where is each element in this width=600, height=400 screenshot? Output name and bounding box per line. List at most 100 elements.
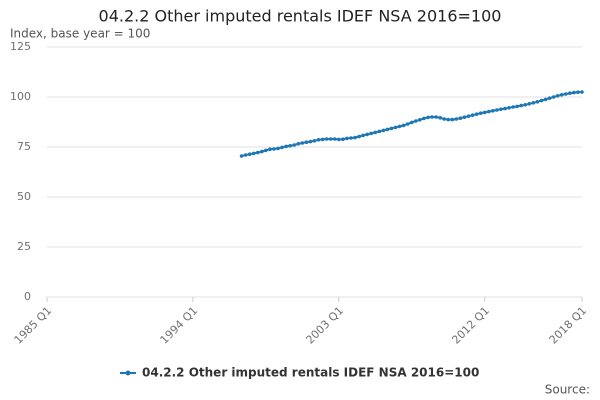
data-point [292, 143, 297, 147]
data-point [430, 115, 434, 119]
data-point [527, 102, 532, 106]
data-point [454, 117, 459, 121]
data-point [503, 106, 507, 111]
data-point [365, 132, 369, 137]
data-point [576, 90, 580, 94]
data-point [324, 137, 329, 141]
data-point [470, 113, 475, 117]
x-tick-label: 2003 Q1 [304, 304, 347, 347]
data-point [328, 137, 333, 141]
data-point [434, 115, 438, 119]
data-point [438, 116, 442, 120]
data-point [551, 95, 556, 99]
y-tick-label: 25 [17, 240, 31, 253]
data-point [373, 130, 378, 135]
data-point [349, 136, 353, 140]
data-point [377, 129, 382, 134]
x-tick-label: 1985 Q1 [12, 304, 55, 347]
data-point [381, 128, 386, 133]
data-point [482, 110, 487, 115]
data-point [559, 93, 564, 97]
data-point [418, 118, 422, 122]
data-point [272, 147, 276, 151]
data-point [312, 139, 317, 143]
y-tick-label: 50 [17, 190, 31, 203]
data-point [389, 126, 394, 131]
x-tick-label: 1994 Q1 [158, 304, 201, 347]
legend-marker [125, 370, 131, 376]
data-point [284, 144, 288, 149]
data-point [409, 120, 414, 125]
data-point [539, 98, 544, 103]
data-point [466, 114, 471, 118]
data-point [276, 146, 280, 151]
data-point [511, 105, 515, 109]
data-point [458, 116, 463, 120]
data-point [414, 119, 418, 123]
data-point [499, 107, 503, 111]
data-point [296, 142, 301, 146]
chart-title: 04.2.2 Other imputed rentals IDEF NSA 20… [99, 7, 502, 26]
data-point [426, 115, 430, 120]
y-tick-label: 100 [10, 90, 31, 103]
data-point [563, 92, 568, 96]
data-point [268, 147, 272, 151]
data-point [486, 109, 491, 114]
data-point [543, 97, 548, 102]
data-point [422, 116, 426, 121]
data-point [345, 136, 349, 141]
data-point [361, 133, 365, 138]
data-point [515, 104, 519, 109]
data-point [401, 123, 406, 128]
data-point [385, 127, 390, 132]
x-tick-label: 2012 Q1 [449, 304, 492, 347]
data-point [337, 137, 341, 142]
data-point [450, 117, 455, 122]
y-tick-label: 75 [17, 140, 31, 153]
y-tick-label: 125 [10, 40, 31, 53]
data-point [531, 101, 536, 105]
data-point [320, 137, 325, 142]
data-point [495, 108, 499, 112]
data-point [280, 145, 284, 150]
data-point [332, 137, 337, 141]
data-point [357, 134, 361, 139]
data-point [393, 125, 398, 130]
data-point [247, 152, 252, 156]
data-point [442, 117, 446, 121]
data-point [308, 139, 313, 144]
y-tick-label: 0 [24, 290, 31, 303]
data-point [535, 100, 540, 104]
data-point [478, 111, 483, 115]
legend-label: 04.2.2 Other imputed rentals IDEF NSA 20… [142, 366, 479, 380]
x-tick-label: 2018 Q1 [547, 304, 590, 347]
data-point [547, 96, 552, 100]
data-point [462, 115, 467, 119]
data-point [523, 103, 528, 107]
data-point [507, 106, 511, 110]
data-point [572, 90, 576, 95]
data-point [580, 90, 584, 94]
data-point [353, 135, 357, 140]
data-point [491, 109, 495, 113]
chart-subtitle: Index, base year = 100 [10, 27, 150, 41]
data-point [397, 124, 402, 129]
data-point [405, 122, 410, 126]
data-point [260, 149, 264, 154]
source-label: Source: [545, 383, 590, 397]
data-point [304, 140, 309, 144]
data-point [474, 112, 479, 116]
data-point [519, 103, 524, 108]
data-point [264, 148, 268, 153]
data-point [568, 91, 572, 95]
data-point [251, 151, 256, 156]
data-point [369, 131, 374, 136]
data-point [255, 150, 260, 155]
data-point [555, 94, 560, 98]
data-point [239, 154, 244, 158]
data-point [341, 137, 345, 141]
data-point [316, 138, 321, 142]
data-point [288, 144, 292, 148]
data-point [446, 117, 451, 122]
